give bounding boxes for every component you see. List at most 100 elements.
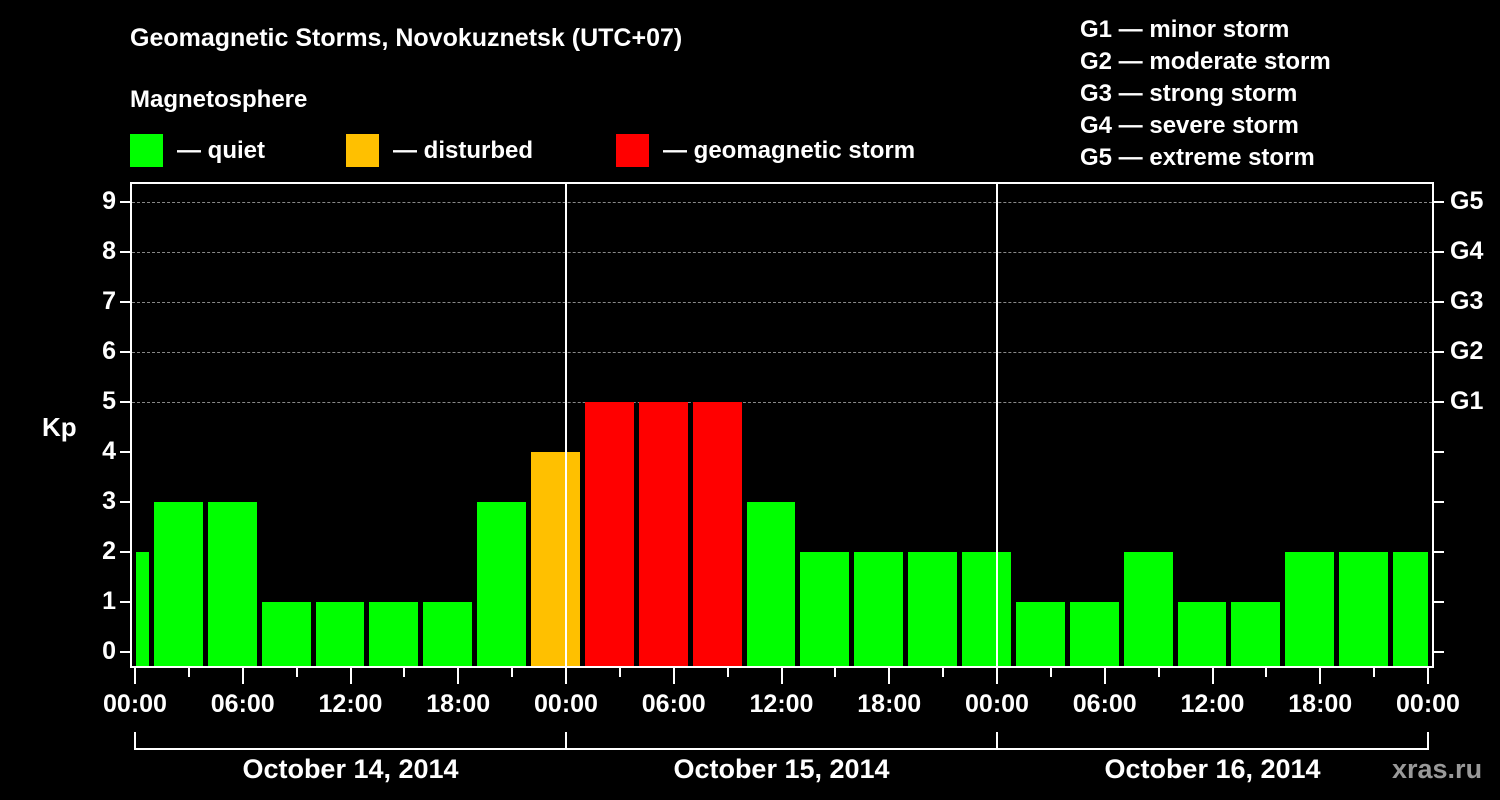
y-tick-left xyxy=(120,601,130,603)
x-tick-major xyxy=(241,668,244,684)
kp-bar-quiet xyxy=(1069,602,1119,666)
g-scale-axis-label: G1 xyxy=(1450,387,1484,415)
legend-swatch-quiet xyxy=(130,134,163,167)
kp-bar-quiet xyxy=(423,602,473,666)
x-tick-major xyxy=(672,668,675,684)
x-tick-major xyxy=(1427,668,1429,684)
x-tick-minor xyxy=(942,668,945,677)
y-tick-right xyxy=(1434,251,1444,253)
legend-heading: Magnetosphere xyxy=(130,86,308,113)
x-tick-minor xyxy=(1373,668,1376,677)
x-tick-label: 12:00 xyxy=(318,690,383,718)
kp-bar-storm xyxy=(584,402,634,666)
day-separator xyxy=(996,182,998,666)
chart-title: Geomagnetic Storms, Novokuznetsk (UTC+07… xyxy=(130,24,683,52)
kp-bar-quiet xyxy=(369,602,419,666)
kp-bar-quiet xyxy=(315,602,365,666)
y-tick-label: 5 xyxy=(102,387,116,415)
kp-bar-quiet xyxy=(746,502,796,666)
x-tick-major xyxy=(565,668,567,684)
y-tick-left xyxy=(120,451,130,453)
y-tick-label: 6 xyxy=(102,337,116,365)
date-bracket-tick xyxy=(134,732,136,750)
x-tick-major xyxy=(134,668,136,684)
y-tick-label: 8 xyxy=(102,237,116,265)
x-tick-label: 18:00 xyxy=(857,690,922,718)
y-tick-right xyxy=(1434,351,1444,353)
kp-bar-quiet xyxy=(477,502,527,666)
x-tick-major xyxy=(457,668,460,684)
g-scale-axis-label: G2 xyxy=(1450,337,1484,365)
x-tick-label: 12:00 xyxy=(1180,690,1245,718)
y-tick-right xyxy=(1434,551,1444,553)
legend-label-quiet: — quiet xyxy=(177,136,265,164)
g-scale-g5: G5 — extreme storm xyxy=(1080,144,1315,171)
g-scale-g3: G3 — strong storm xyxy=(1080,80,1298,107)
y-tick-left xyxy=(120,401,130,403)
date-bracket-tick xyxy=(996,732,998,750)
y-tick-label: 0 xyxy=(102,637,116,665)
x-tick-label: 18:00 xyxy=(426,690,491,718)
x-tick-label: 00:00 xyxy=(1396,690,1460,718)
x-tick-label: 06:00 xyxy=(641,690,706,718)
y-tick-right xyxy=(1434,651,1444,653)
y-tick-left xyxy=(120,501,130,503)
g-scale-legend: G1 — minor storm G2 — moderate storm G3 … xyxy=(1080,14,1331,174)
legend-swatch-storm xyxy=(616,134,649,167)
kp-bar-quiet xyxy=(207,502,257,666)
legend-item-storm: — geomagnetic storm xyxy=(616,134,915,167)
date-label: October 15, 2014 xyxy=(673,754,890,784)
gridline xyxy=(132,252,1432,253)
g-scale-g1: G1 — minor storm xyxy=(1080,16,1290,43)
x-tick-label: 06:00 xyxy=(1072,690,1137,718)
gridline xyxy=(132,202,1432,203)
x-tick-minor xyxy=(403,668,406,677)
x-tick-major xyxy=(1103,668,1106,684)
kp-bar-quiet xyxy=(1393,552,1428,666)
y-tick-left xyxy=(120,301,130,303)
kp-bar-quiet xyxy=(1339,552,1389,666)
y-tick-right xyxy=(1434,501,1444,503)
kp-bar-quiet xyxy=(1177,602,1227,666)
kp-bar-quiet xyxy=(1123,552,1173,666)
x-tick-minor xyxy=(1049,668,1052,677)
x-tick-major xyxy=(1211,668,1214,684)
x-tick-minor xyxy=(834,668,837,677)
x-tick-minor xyxy=(187,668,190,677)
y-tick-left xyxy=(120,551,130,553)
x-tick-label: 06:00 xyxy=(210,690,275,718)
date-bracket-tick xyxy=(565,732,567,750)
gridline xyxy=(132,302,1432,303)
gridline xyxy=(132,352,1432,353)
kp-bar-quiet xyxy=(1015,602,1065,666)
y-tick-label: 4 xyxy=(102,437,116,465)
y-tick-label: 3 xyxy=(102,487,116,515)
y-tick-label: 9 xyxy=(102,187,116,215)
kp-bar-quiet xyxy=(800,552,850,666)
x-tick-major xyxy=(996,668,998,684)
x-tick-major xyxy=(349,668,352,684)
plot-area xyxy=(130,182,1434,668)
x-tick-minor xyxy=(1265,668,1268,677)
credit-watermark: xras.ru xyxy=(1392,754,1483,784)
g-scale-g2: G2 — moderate storm xyxy=(1080,48,1331,75)
date-label: October 16, 2014 xyxy=(1104,754,1321,784)
day-separator xyxy=(565,182,567,666)
kp-bar-quiet xyxy=(1231,602,1281,666)
x-tick-label: 00:00 xyxy=(534,690,598,718)
g-scale-g4: G4 — severe storm xyxy=(1080,112,1299,139)
y-tick-right xyxy=(1434,401,1444,403)
kp-bar-storm xyxy=(692,402,742,666)
kp-bar-quiet xyxy=(962,552,1011,666)
legend-label-storm: — geomagnetic storm xyxy=(663,136,916,164)
x-tick-minor xyxy=(618,668,621,677)
x-tick-minor xyxy=(726,668,729,677)
x-tick-minor xyxy=(511,668,514,677)
gridline xyxy=(132,402,1432,403)
date-bracket-tick xyxy=(1427,732,1429,750)
y-tick-right xyxy=(1434,201,1444,203)
x-tick-label: 12:00 xyxy=(749,690,814,718)
date-bracket-line xyxy=(134,748,1429,750)
x-tick-major xyxy=(888,668,891,684)
